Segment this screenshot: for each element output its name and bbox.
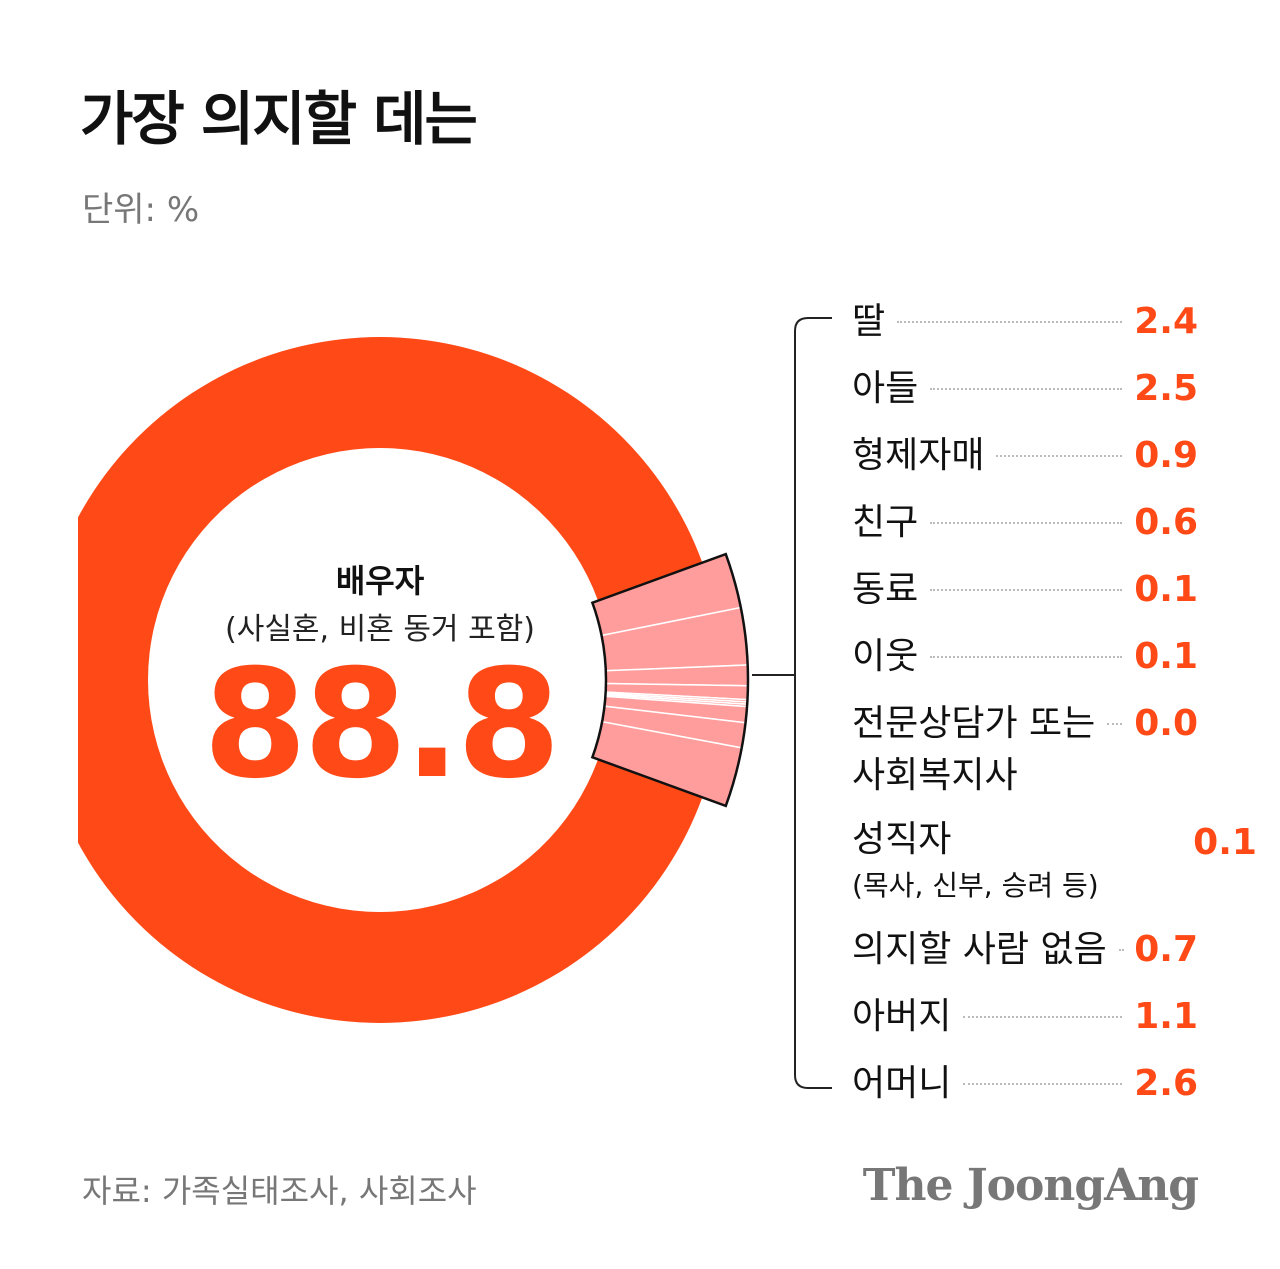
- leader: [930, 363, 1123, 390]
- legend-row: 전문상담가 또는 사회복지사 0.0: [852, 698, 1198, 802]
- source: 자료: 가족실태조사, 사회조사: [82, 1172, 477, 1210]
- value-label: 2.5: [1134, 368, 1198, 409]
- value-label: 2.4: [1134, 301, 1198, 342]
- category-label: 성직자 (목사, 신부, 승려 등): [852, 819, 1099, 902]
- legend-row: 아들 2.5: [852, 363, 1198, 415]
- value-label: 1.1: [1134, 996, 1198, 1037]
- leader: [1118, 924, 1123, 951]
- category-label: 어머니: [852, 1063, 952, 1104]
- title: 가장 의지할 데는: [80, 85, 478, 153]
- value-label: 0.9: [1134, 435, 1198, 476]
- category-label: 전문상담가 또는 사회복지사: [852, 703, 1096, 796]
- unit: 단위: %: [82, 190, 200, 230]
- leader: [963, 991, 1123, 1018]
- bracket: [794, 317, 832, 1089]
- legend-row: 딸 2.4: [852, 296, 1198, 348]
- value-label: 0.7: [1134, 929, 1198, 970]
- center-note: (사실혼, 비혼 동거 포함): [225, 612, 535, 647]
- leader: [963, 1058, 1123, 1085]
- leader: [930, 564, 1123, 591]
- category-label: 동료: [852, 569, 919, 610]
- leader: [996, 430, 1123, 457]
- legend-row: 성직자 (목사, 신부, 승려 등) 0.1: [852, 817, 1257, 909]
- center-label: 배우자: [335, 562, 425, 600]
- category-label: 아버지: [852, 996, 952, 1037]
- leader: [1107, 698, 1123, 725]
- value-label: 0.6: [1134, 502, 1198, 543]
- leader: [897, 296, 1123, 323]
- legend-row: 어머니 2.6: [852, 1058, 1198, 1110]
- wedge-outline: [590, 552, 750, 808]
- value-label: 0.1: [1193, 822, 1257, 863]
- category-label: 친구: [852, 502, 919, 543]
- category-label: 형제자매: [852, 435, 985, 476]
- value-label: 0.0: [1134, 703, 1198, 744]
- category-label: 아들: [852, 368, 919, 409]
- legend-row: 형제자매 0.9: [852, 430, 1198, 482]
- category-label: 딸: [852, 301, 886, 342]
- legend-row: 이웃 0.1: [852, 631, 1198, 683]
- legend-row: 의지할 사람 없음 0.7: [852, 924, 1198, 976]
- legend-row: 동료 0.1: [852, 564, 1198, 616]
- leader: [930, 497, 1123, 524]
- value-label: 2.6: [1134, 1063, 1198, 1104]
- legend-row: 아버지 1.1: [852, 991, 1198, 1043]
- logo: The JoongAng: [862, 1160, 1199, 1211]
- donut-slice: [78, 337, 703, 1023]
- legend-row: 친구 0.6: [852, 497, 1198, 549]
- value-label: 0.1: [1134, 636, 1198, 677]
- legend-list: 딸 2.4 아들 2.5 형제자매 0.9 친구 0.6 동료 0.1 이웃 0.1 전문상담가 또는 …: [852, 296, 1257, 1125]
- category-label: 이웃: [852, 636, 919, 677]
- donut: [78, 337, 750, 1023]
- center-value: 88.8: [202, 638, 561, 812]
- leader: [930, 631, 1123, 658]
- value-label: 0.1: [1134, 569, 1198, 610]
- category-label: 의지할 사람 없음: [852, 929, 1107, 970]
